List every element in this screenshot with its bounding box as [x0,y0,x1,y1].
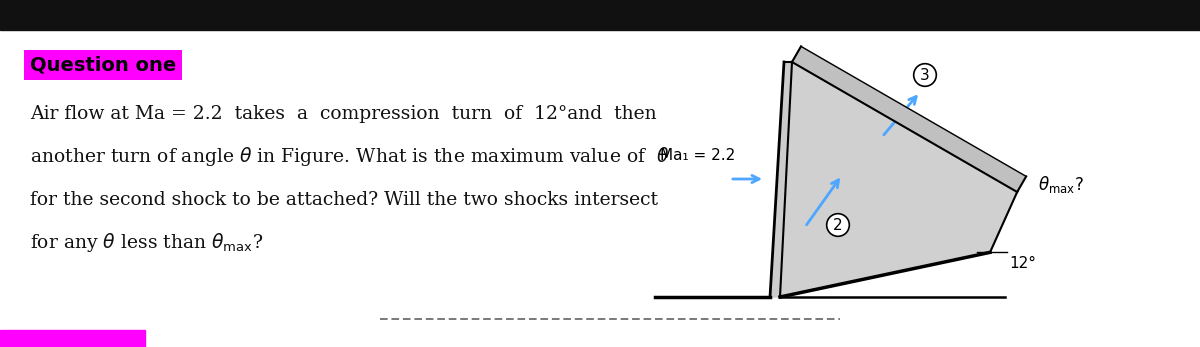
Text: Question one: Question one [30,56,176,75]
Text: 2: 2 [833,218,842,232]
Text: for any $\theta$ less than $\theta_{\rm max}$?: for any $\theta$ less than $\theta_{\rm … [30,231,263,254]
Polygon shape [792,46,1026,192]
Text: another turn of angle $\theta$ in Figure. What is the maximum value of  $\theta$: another turn of angle $\theta$ in Figure… [30,145,670,169]
Text: $\theta_{\rm max}$?: $\theta_{\rm max}$? [1038,174,1084,195]
Text: 12°: 12° [1009,256,1036,271]
Polygon shape [780,62,1018,297]
Text: Ma₁ = 2.2: Ma₁ = 2.2 [660,147,736,162]
Text: 3: 3 [920,68,930,83]
Text: Air flow at Ma = 2.2  takes  a  compression  turn  of  12°and  then: Air flow at Ma = 2.2 takes a compression… [30,105,656,123]
Text: for the second shock to be attached? Will the two shocks intersect: for the second shock to be attached? Wil… [30,191,658,209]
Bar [0,330,145,347]
Polygon shape [770,62,792,297]
Bar [0,0,1200,30]
